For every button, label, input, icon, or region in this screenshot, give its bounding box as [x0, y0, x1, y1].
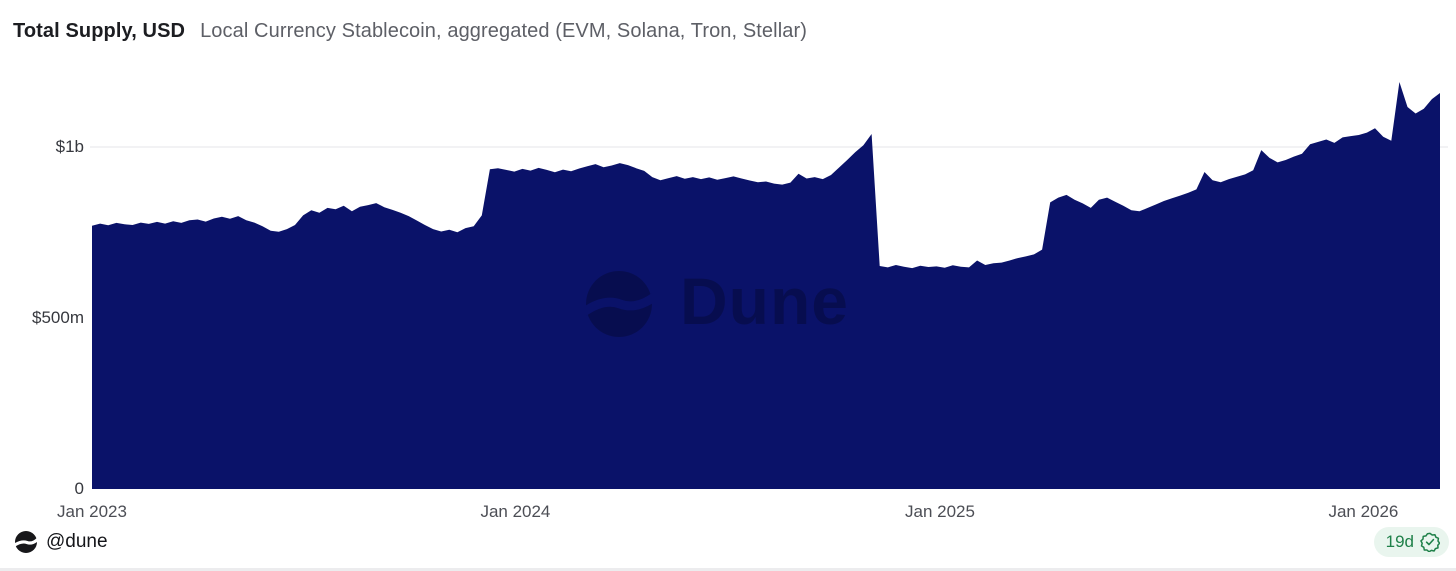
chart-header: Total Supply, USD Local Currency Stableco… — [13, 20, 807, 43]
dune-logo-icon — [15, 531, 37, 553]
verified-seal-icon — [1420, 532, 1440, 552]
x-axis-label-jan-2023: Jan 2023 — [57, 502, 127, 521]
freshness-badge[interactable]: 19d — [1373, 527, 1449, 557]
y-axis-label-1b: $1b — [55, 137, 84, 156]
freshness-badge-label: 19d — [1385, 532, 1414, 551]
y-axis-label-0: 0 — [74, 479, 84, 498]
x-axis-label-jan-2025: Jan 2025 — [905, 502, 975, 521]
dune-handle-link[interactable]: @dune — [46, 531, 108, 552]
chart-title: Total Supply, USD — [13, 20, 186, 42]
x-axis-label-jan-2026: Jan 2026 — [1328, 502, 1399, 521]
area-series[interactable] — [92, 82, 1440, 489]
y-axis-label-500m: $500m — [32, 308, 84, 327]
x-axis-label-jan-2024: Jan 2024 — [480, 502, 551, 521]
chart-subtitle: Local Currency Stablecoin, aggregated (E… — [200, 20, 807, 42]
embed-footer: @dune 19d — [0, 526, 1456, 568]
